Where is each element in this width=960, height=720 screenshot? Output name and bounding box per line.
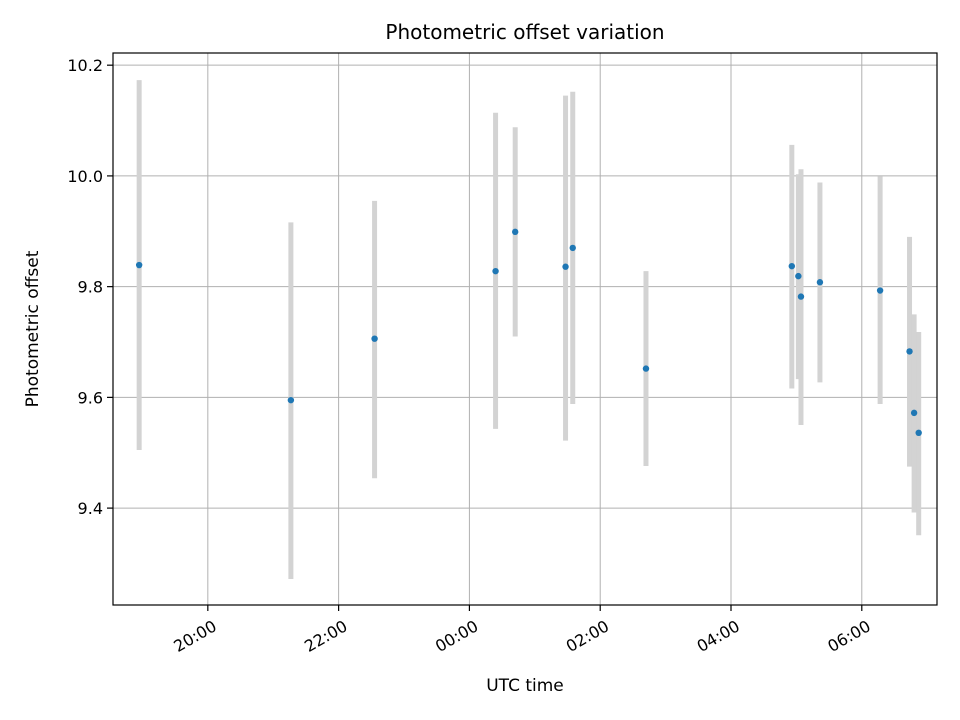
y-tick-label: 9.4 [78,499,103,518]
data-point [287,396,295,404]
data-point [906,348,913,355]
data-point [915,429,922,437]
data-point [562,263,569,270]
data-point [569,244,576,252]
x-axis-label: UTC time [486,676,564,696]
data-point [797,293,805,300]
data-point [788,262,796,270]
y-tick-label: 9.6 [78,388,103,407]
x-tick-label: 06:00 [824,616,873,656]
data-point [910,409,918,417]
errorbars [136,80,922,579]
data-point [492,267,499,275]
y-tick-label: 9.8 [78,278,103,297]
chart-title: Photometric offset variation [385,20,664,44]
data-point [876,287,884,294]
data-point [371,335,378,342]
x-tick-label: 00:00 [432,616,481,656]
data-point [511,228,519,236]
grid-lines [113,53,937,605]
y-tick-label: 10.0 [67,167,103,186]
y-axis-label: Photometric offset [23,250,43,407]
data-point [795,272,802,280]
plot-frame [112,52,938,606]
data-point [816,279,824,286]
x-tick-label: 02:00 [563,616,612,656]
x-tick-label: 20:00 [170,616,219,656]
x-tick-label: 04:00 [694,616,743,656]
axis-ticks: 20:00 22:00 00:00 02:00 04:00 06:00 9.4 9.6 9.8 1… [67,56,873,656]
data-points [135,228,922,437]
data-point [642,365,650,372]
x-tick-label: 22:00 [301,616,350,656]
y-tick-label: 10.2 [67,56,103,75]
data-point [135,261,143,269]
